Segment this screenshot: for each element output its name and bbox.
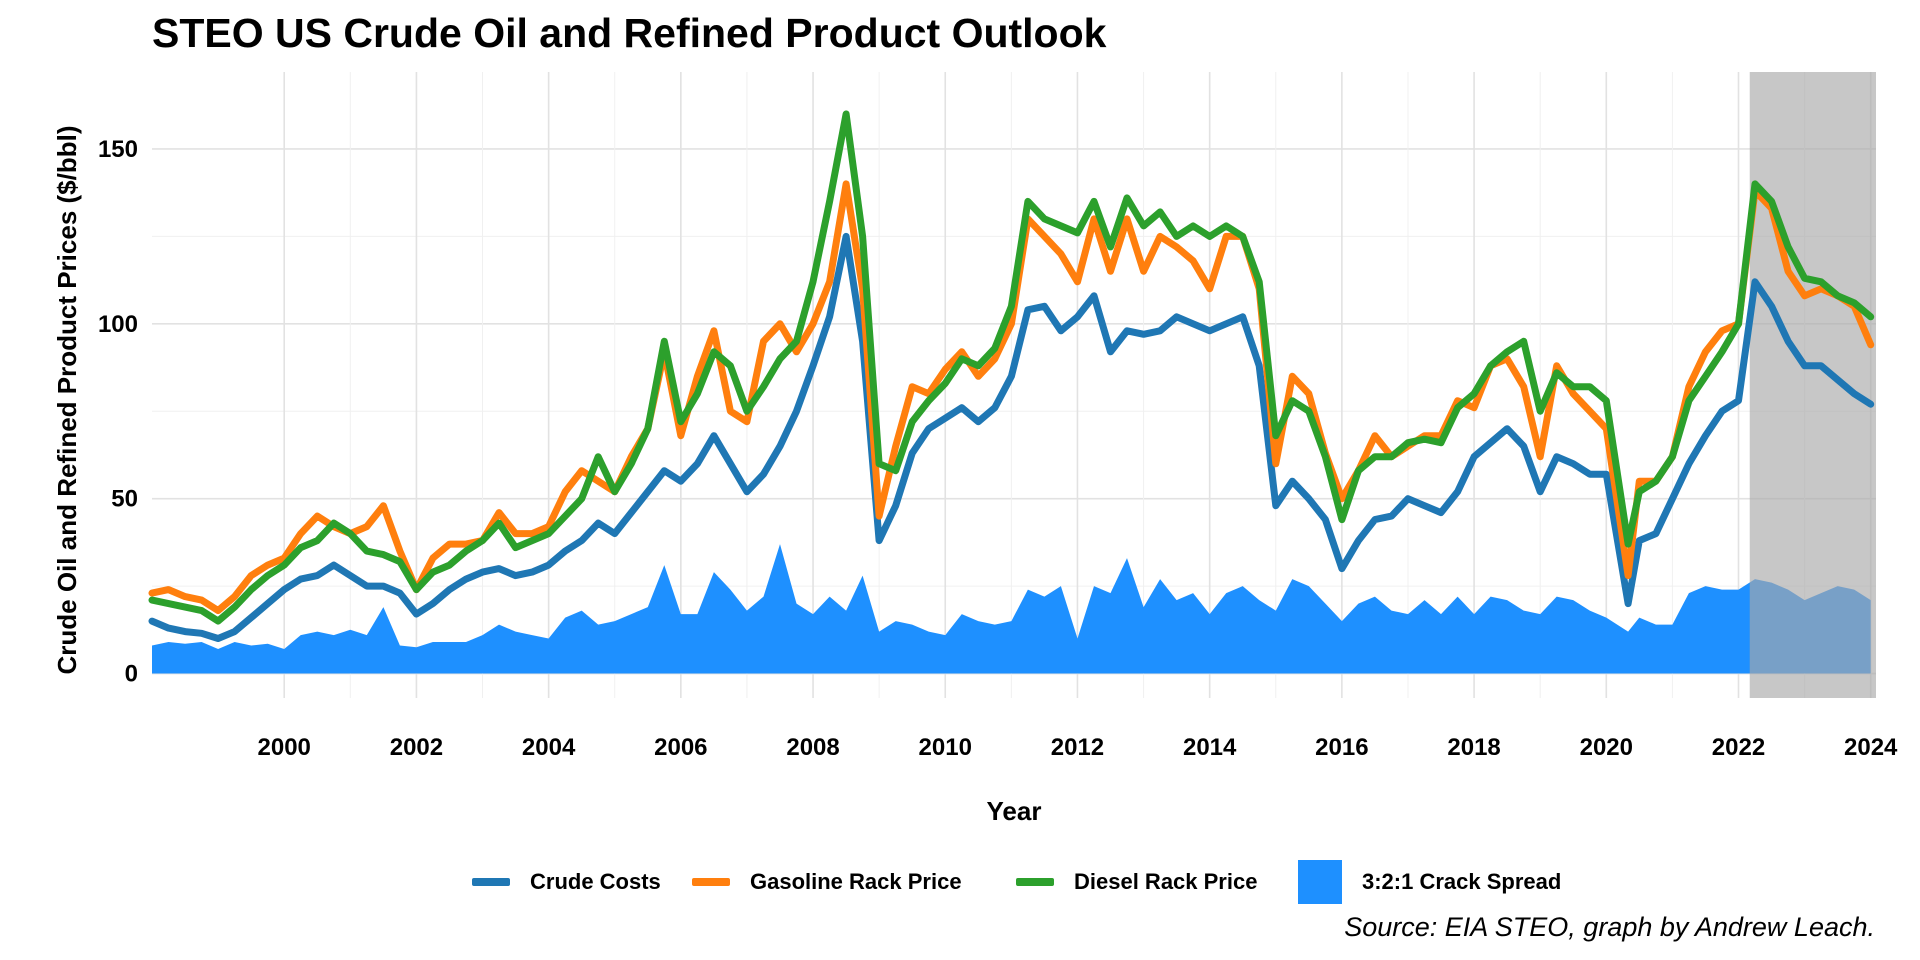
y-tick-label: 0 (125, 661, 138, 688)
legend: Crude Costs Gasoline Rack Price Diesel R… (0, 860, 1920, 904)
x-tick-label: 2014 (1183, 734, 1237, 761)
forecast-shading (1749, 72, 1876, 698)
crack-spread-area-layer (152, 544, 1871, 674)
chart-plot: 2000 2002 2004 2006 2008 2010 2012 2014 2016 2018… (52, 72, 1899, 826)
legend-item-gasoline[interactable]: Gasoline Rack Price (692, 860, 962, 904)
y-axis-ticks: 0 50 100 150 (98, 136, 138, 688)
legend-label-diesel: Diesel Rack Price (1074, 869, 1258, 894)
x-tick-label: 2012 (1051, 734, 1104, 761)
legend-key-crack-spread (1298, 860, 1342, 904)
x-tick-label: 2016 (1315, 734, 1368, 761)
legend-item-diesel[interactable]: Diesel Rack Price (1016, 860, 1257, 904)
y-tick-label: 50 (111, 486, 138, 513)
price-lines-layer (148, 110, 1875, 642)
x-tick-label: 2006 (654, 734, 707, 761)
source-caption: Source: EIA STEO, graph by Andrew Leach. (1344, 912, 1875, 942)
series-line-crude-costs (148, 232, 1875, 642)
x-tick-label: 2002 (390, 734, 443, 761)
x-axis-ticks: 2000 2002 2004 2006 2008 2010 2012 2014 2016 2018… (258, 734, 1899, 761)
x-tick-label: 2018 (1447, 734, 1500, 761)
x-axis-title: Year (987, 796, 1042, 826)
legend-key-diesel (1016, 878, 1054, 886)
x-tick-label: 2008 (786, 734, 839, 761)
x-tick-label: 2024 (1844, 734, 1898, 761)
legend-key-crude (472, 878, 510, 886)
y-tick-label: 150 (98, 136, 138, 163)
legend-key-gasoline (692, 878, 730, 886)
chart-title: STEO US Crude Oil and Refined Product Ou… (152, 10, 1107, 56)
series-line-gasoline-rack-price (148, 180, 1875, 615)
legend-label-gasoline: Gasoline Rack Price (750, 869, 962, 894)
gridlines (152, 72, 1876, 698)
x-tick-label: 2020 (1580, 734, 1633, 761)
series-line-diesel-rack-price (148, 110, 1875, 625)
x-tick-label: 2000 (258, 734, 311, 761)
x-tick-label: 2004 (522, 734, 576, 761)
legend-item-crack-spread[interactable]: 3:2:1 Crack Spread (1298, 860, 1561, 904)
x-tick-label: 2010 (919, 734, 972, 761)
legend-item-crude[interactable]: Crude Costs (472, 860, 661, 904)
y-axis-title: Crude Oil and Refined Product Prices ($/… (52, 126, 82, 675)
forecast-shading-layer (1749, 72, 1876, 698)
series-area-3-2-1-crack-spread (152, 544, 1871, 674)
x-tick-label: 2022 (1712, 734, 1765, 761)
legend-label-crack-spread: 3:2:1 Crack Spread (1362, 869, 1562, 894)
legend-label-crude: Crude Costs (530, 869, 661, 894)
y-tick-label: 100 (98, 311, 138, 338)
